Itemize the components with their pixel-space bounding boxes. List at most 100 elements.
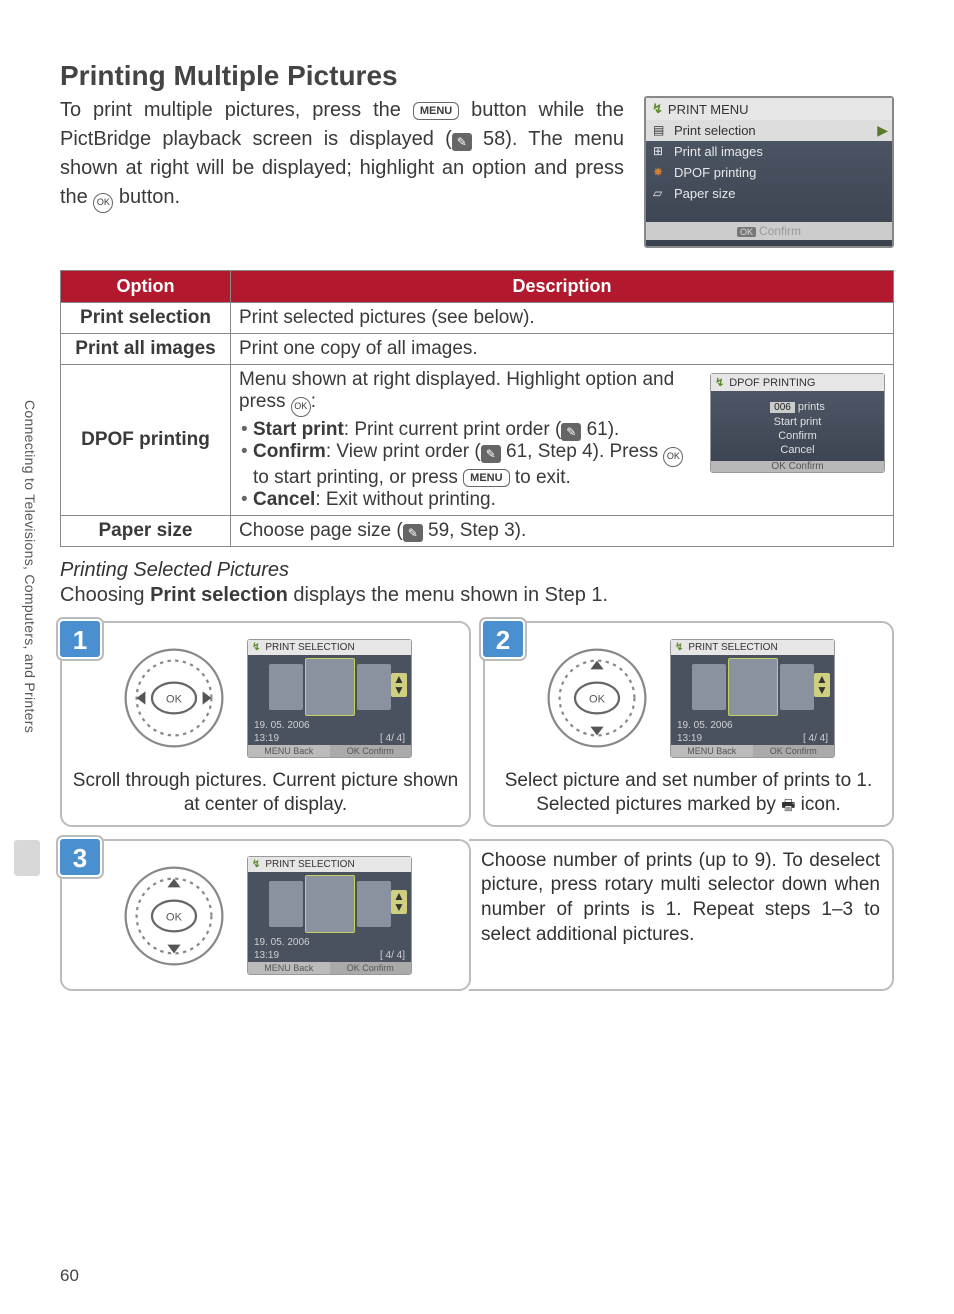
print-selection-lcd: ↯PRINT SELECTION ▲▼ 19. 05. 2006 13:19[ … [247, 856, 412, 975]
col-header-option: Option [61, 271, 231, 303]
dpof-lcd: ↯ DPOF PRINTING 006 prints Start print C… [710, 373, 885, 473]
step-panel-1: 1 ↯PRINT SELECTION ▲▼ 19. 05. 2006 13:19… [60, 621, 471, 827]
page-ref-icon: ✎ [452, 133, 472, 151]
side-tab-label: Connecting to Televisions, Computers, an… [22, 400, 38, 733]
sub-intro-a: Choosing [60, 584, 150, 606]
intro-text: To print multiple pictures, press the [60, 99, 413, 121]
lcd-confirm-label: Confirm [759, 224, 801, 238]
thumb-side [780, 664, 814, 710]
thumb-main [728, 658, 778, 716]
prints-label: prints [795, 401, 825, 413]
lcd-time: 13:19 [254, 950, 279, 961]
lcd-back: MENU Back [248, 745, 330, 757]
subsection-title: Printing Selected Pictures [60, 559, 894, 582]
table-row: Print all images Print one copy of all i… [61, 334, 894, 365]
menu-key-icon: MENU [413, 102, 459, 120]
dpof-bullet: Cancel: Exit without printing. [239, 489, 700, 511]
page-ref-icon: ✎ [561, 423, 581, 441]
sub-intro-bold: Print selection [150, 584, 288, 606]
lcd-confirm: OK Confirm [330, 962, 412, 974]
paper-desc-b: , Step 3). [449, 520, 526, 541]
thumb-main [305, 875, 355, 933]
opt-dpof: DPOF printing [61, 365, 231, 516]
page-ref: 58 [483, 128, 505, 150]
dpof-b3-rest: : Exit without printing. [315, 489, 496, 510]
step-number: 3 [58, 837, 102, 877]
lcd-item-label: Print all images [674, 144, 763, 159]
lcd-item: Start print [711, 415, 884, 429]
thumb-side [357, 664, 391, 710]
lcd-title-bar: ↯ PRINT MENU [646, 98, 892, 120]
lcd-title: DPOF PRINTING [729, 377, 815, 389]
lcd-count: [ 4/ 4] [380, 733, 405, 744]
lcd-menu-item: ⊞ Print all images [646, 141, 892, 162]
dpof-b2-mid: to start printing, or press [253, 467, 463, 488]
opt-print-all: Print all images [61, 334, 231, 365]
printer-icon: 🖶 [781, 797, 795, 816]
lcd-menu-item: ▱ Paper size [646, 183, 892, 204]
lcd-title: PRINT SELECTION [265, 859, 354, 870]
table-row: Paper size Choose page size (✎ 59, Step … [61, 516, 894, 547]
subsection-intro: Choosing Print selection displays the me… [60, 584, 894, 607]
thumb-side [269, 664, 303, 710]
desc-paper-size: Choose page size (✎ 59, Step 3). [231, 516, 894, 547]
step-caption: Select picture and set number of prints … [495, 769, 882, 817]
options-table: Option Description Print selection Print… [60, 270, 894, 547]
menu-key-icon: MENU [463, 469, 509, 487]
updown-icon: ▲▼ [391, 673, 407, 697]
lcd-confirm: OK Confirm [330, 745, 412, 757]
lcd-title: PRINT SELECTION [688, 642, 777, 653]
page-ref: 61 [506, 441, 527, 462]
ok-badge-icon: OK [771, 461, 785, 472]
print-selection-lcd: ↯PRINT SELECTION ▲▼ 19. 05. 2006 13:19[ … [247, 639, 412, 758]
col-header-description: Description [231, 271, 894, 303]
grid-icon: ⊞ [653, 144, 663, 158]
page-icon: ▱ [653, 186, 662, 200]
lcd-back: MENU Back [248, 962, 330, 974]
rotary-dial-icon [119, 861, 229, 971]
prints-count: 006 [770, 402, 795, 413]
step-panel-2: 2 ↯PRINT SELECTION ▲▼ 19. 05. 2006 13:19… [483, 621, 894, 827]
thumb-side [269, 881, 303, 927]
wrench-icon: ↯ [252, 859, 260, 870]
print-menu-lcd: ↯ PRINT MENU ▤ Print selection ▶ ⊞ Print… [644, 96, 894, 248]
lcd-confirm-bar: OKConfirm [646, 222, 892, 240]
table-header-row: Option Description [61, 271, 894, 303]
side-tab-indicator [14, 840, 40, 876]
desc-print-selection: Print selected pictures (see below). [231, 303, 894, 334]
updown-icon: ▲▼ [814, 673, 830, 697]
lcd-count: [ 4/ 4] [380, 950, 405, 961]
page-ref-icon: ✎ [403, 524, 423, 542]
dpof-b2-step: , Step 4). Press [527, 441, 663, 462]
ok-key-icon: OK [291, 397, 311, 417]
thumb-main [305, 658, 355, 716]
ok-key-icon: OK [663, 447, 683, 467]
step3-description: Choose number of prints (up to 9). To de… [469, 839, 894, 991]
lcd-menu-item: ✸ DPOF printing [646, 162, 892, 183]
lcd-confirm: OK Confirm [753, 745, 835, 757]
lcd-time: 13:19 [677, 733, 702, 744]
lcd-date: 19. 05. 2006 [677, 720, 733, 731]
wrench-icon: ↯ [715, 376, 724, 389]
lcd-count: [ 4/ 4] [803, 733, 828, 744]
rotary-dial-icon [542, 643, 652, 753]
lcd-title: PRINT SELECTION [265, 642, 354, 653]
lcd-confirm-label: Confirm [789, 461, 824, 472]
page-ref: 59 [428, 520, 449, 541]
opt-print-selection: Print selection [61, 303, 231, 334]
lcd-item-label: Paper size [674, 186, 735, 201]
page-ref-icon: ✎ [481, 445, 501, 463]
lcd-confirm-bar: OK Confirm [711, 461, 884, 472]
desc-dpof: Menu shown at right displayed. Highlight… [231, 365, 894, 516]
rotary-dial-icon [119, 643, 229, 753]
wrench-icon: ↯ [252, 642, 260, 653]
dpof-b1-end: ). [608, 419, 620, 440]
step2-caption-b: icon. [795, 794, 840, 815]
dpof-bullet: Confirm: View print order (✎ 61, Step 4)… [239, 441, 700, 489]
thumb-side [692, 664, 726, 710]
sub-intro-b: displays the menu shown in Step 1. [288, 584, 608, 606]
intro-text: button. [113, 186, 180, 208]
dpof-colon: : [311, 391, 316, 412]
lcd-item: Cancel [711, 443, 884, 457]
step-panel-3: 3 ↯PRINT SELECTION ▲▼ 19. 05. 2006 13:19… [60, 839, 471, 991]
